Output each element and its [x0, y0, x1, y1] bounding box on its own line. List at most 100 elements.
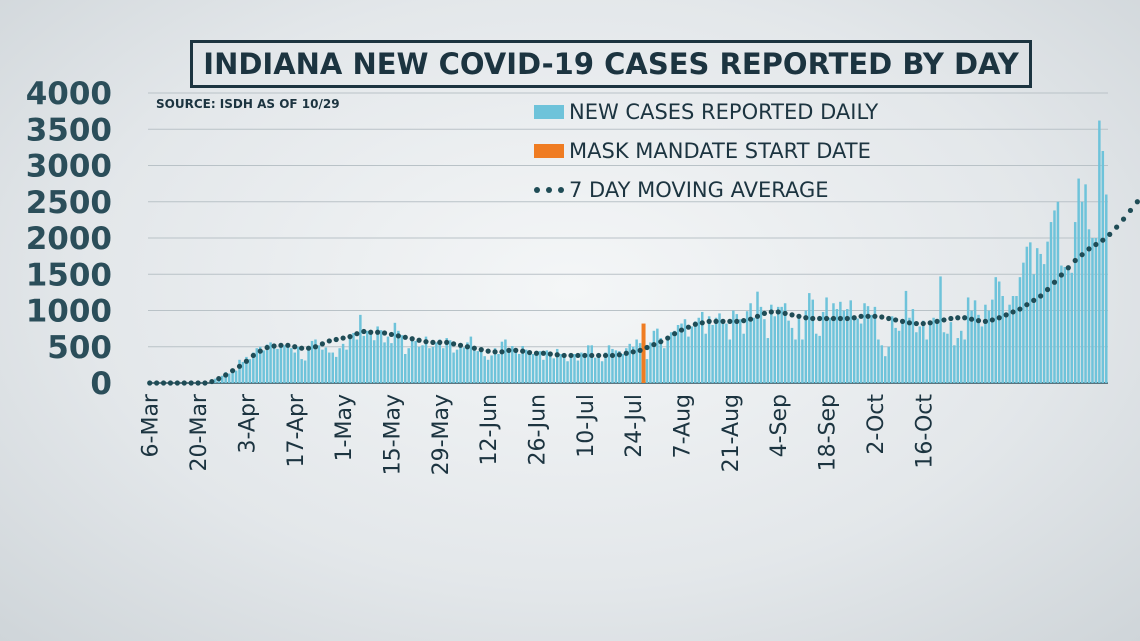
- bar: [424, 336, 428, 383]
- bar: [372, 340, 376, 383]
- bar: [345, 349, 348, 383]
- average-point: [823, 315, 830, 322]
- bar: [690, 326, 694, 383]
- bar: [1008, 304, 1011, 383]
- bar: [991, 299, 994, 383]
- bar: [808, 293, 811, 383]
- x-tick-label: 3-Apr: [235, 393, 260, 453]
- bar: [604, 352, 607, 383]
- average-point: [1038, 293, 1044, 299]
- bar: [245, 356, 248, 383]
- bar: [946, 333, 949, 383]
- average-point: [893, 317, 899, 323]
- x-tick-label: 26-Jun: [525, 394, 550, 466]
- bar: [725, 323, 728, 383]
- bar: [1080, 201, 1084, 383]
- average-point: [1072, 257, 1078, 264]
- bar: [307, 346, 310, 383]
- bar: [452, 352, 455, 383]
- bar: [587, 345, 590, 383]
- average-point: [243, 358, 250, 364]
- bar: [476, 351, 480, 383]
- bar: [314, 339, 317, 383]
- bar: [341, 343, 345, 383]
- bar: [479, 351, 483, 383]
- average-point: [941, 317, 947, 323]
- average-point: [561, 352, 567, 359]
- bar: [732, 310, 735, 383]
- bar: [904, 290, 908, 383]
- bar: [621, 354, 625, 383]
- bar: [631, 346, 635, 383]
- bar: [704, 333, 707, 383]
- bar: [666, 336, 669, 383]
- average-point: [989, 317, 995, 323]
- bar: [234, 370, 238, 383]
- average-point: [927, 320, 933, 326]
- bar: [939, 276, 942, 383]
- bar: [531, 354, 535, 383]
- bar: [231, 368, 234, 383]
- bar: [925, 339, 928, 383]
- average-point: [872, 313, 878, 319]
- average-point: [879, 314, 885, 320]
- bar: [863, 303, 866, 383]
- average-point: [264, 344, 270, 351]
- bar: [694, 321, 697, 383]
- average-point: [451, 341, 457, 347]
- mask-mandate-marker: [641, 323, 646, 383]
- bar: [628, 343, 631, 383]
- bar: [735, 314, 739, 383]
- x-tick-label: 1-May: [332, 394, 357, 461]
- bar: [428, 348, 431, 383]
- average-point: [886, 315, 892, 322]
- legend-item-mask: MASK MANDATE START DATE: [534, 131, 878, 170]
- bar: [901, 319, 904, 383]
- bar: [849, 300, 852, 383]
- bar: [511, 346, 514, 383]
- bar: [1101, 151, 1105, 383]
- bar: [593, 357, 597, 383]
- bar: [873, 306, 877, 383]
- bar: [535, 353, 538, 383]
- bar: [542, 359, 545, 383]
- bar: [825, 297, 828, 383]
- bar: [790, 327, 794, 383]
- average-point: [658, 339, 664, 345]
- bar: [987, 310, 991, 383]
- bar: [583, 357, 587, 383]
- bar: [984, 304, 987, 383]
- average-point: [1120, 216, 1127, 222]
- bar: [352, 332, 355, 383]
- bar: [303, 360, 307, 383]
- bar: [438, 339, 442, 383]
- bar: [928, 325, 932, 383]
- bar: [279, 346, 283, 383]
- x-tick-label: 6-Mar: [139, 393, 164, 457]
- bar: [942, 332, 946, 383]
- average-point: [1127, 207, 1134, 214]
- average-point: [782, 310, 788, 316]
- average-point: [174, 380, 180, 386]
- bar: [880, 345, 884, 383]
- bar: [417, 346, 421, 383]
- bar: [580, 352, 583, 383]
- average-point: [865, 313, 871, 319]
- bar: [714, 317, 718, 383]
- average-point: [616, 352, 622, 358]
- bar: [1056, 201, 1060, 383]
- average-point: [368, 329, 374, 335]
- bar: [963, 339, 966, 383]
- average-point: [423, 339, 429, 345]
- bar: [977, 314, 980, 383]
- bar: [804, 310, 808, 383]
- bar: [922, 320, 925, 383]
- bar: [997, 281, 1001, 383]
- bar: [366, 330, 369, 383]
- average-point: [665, 335, 671, 341]
- average-point: [154, 380, 160, 386]
- bar: [852, 317, 856, 383]
- bar: [607, 345, 611, 383]
